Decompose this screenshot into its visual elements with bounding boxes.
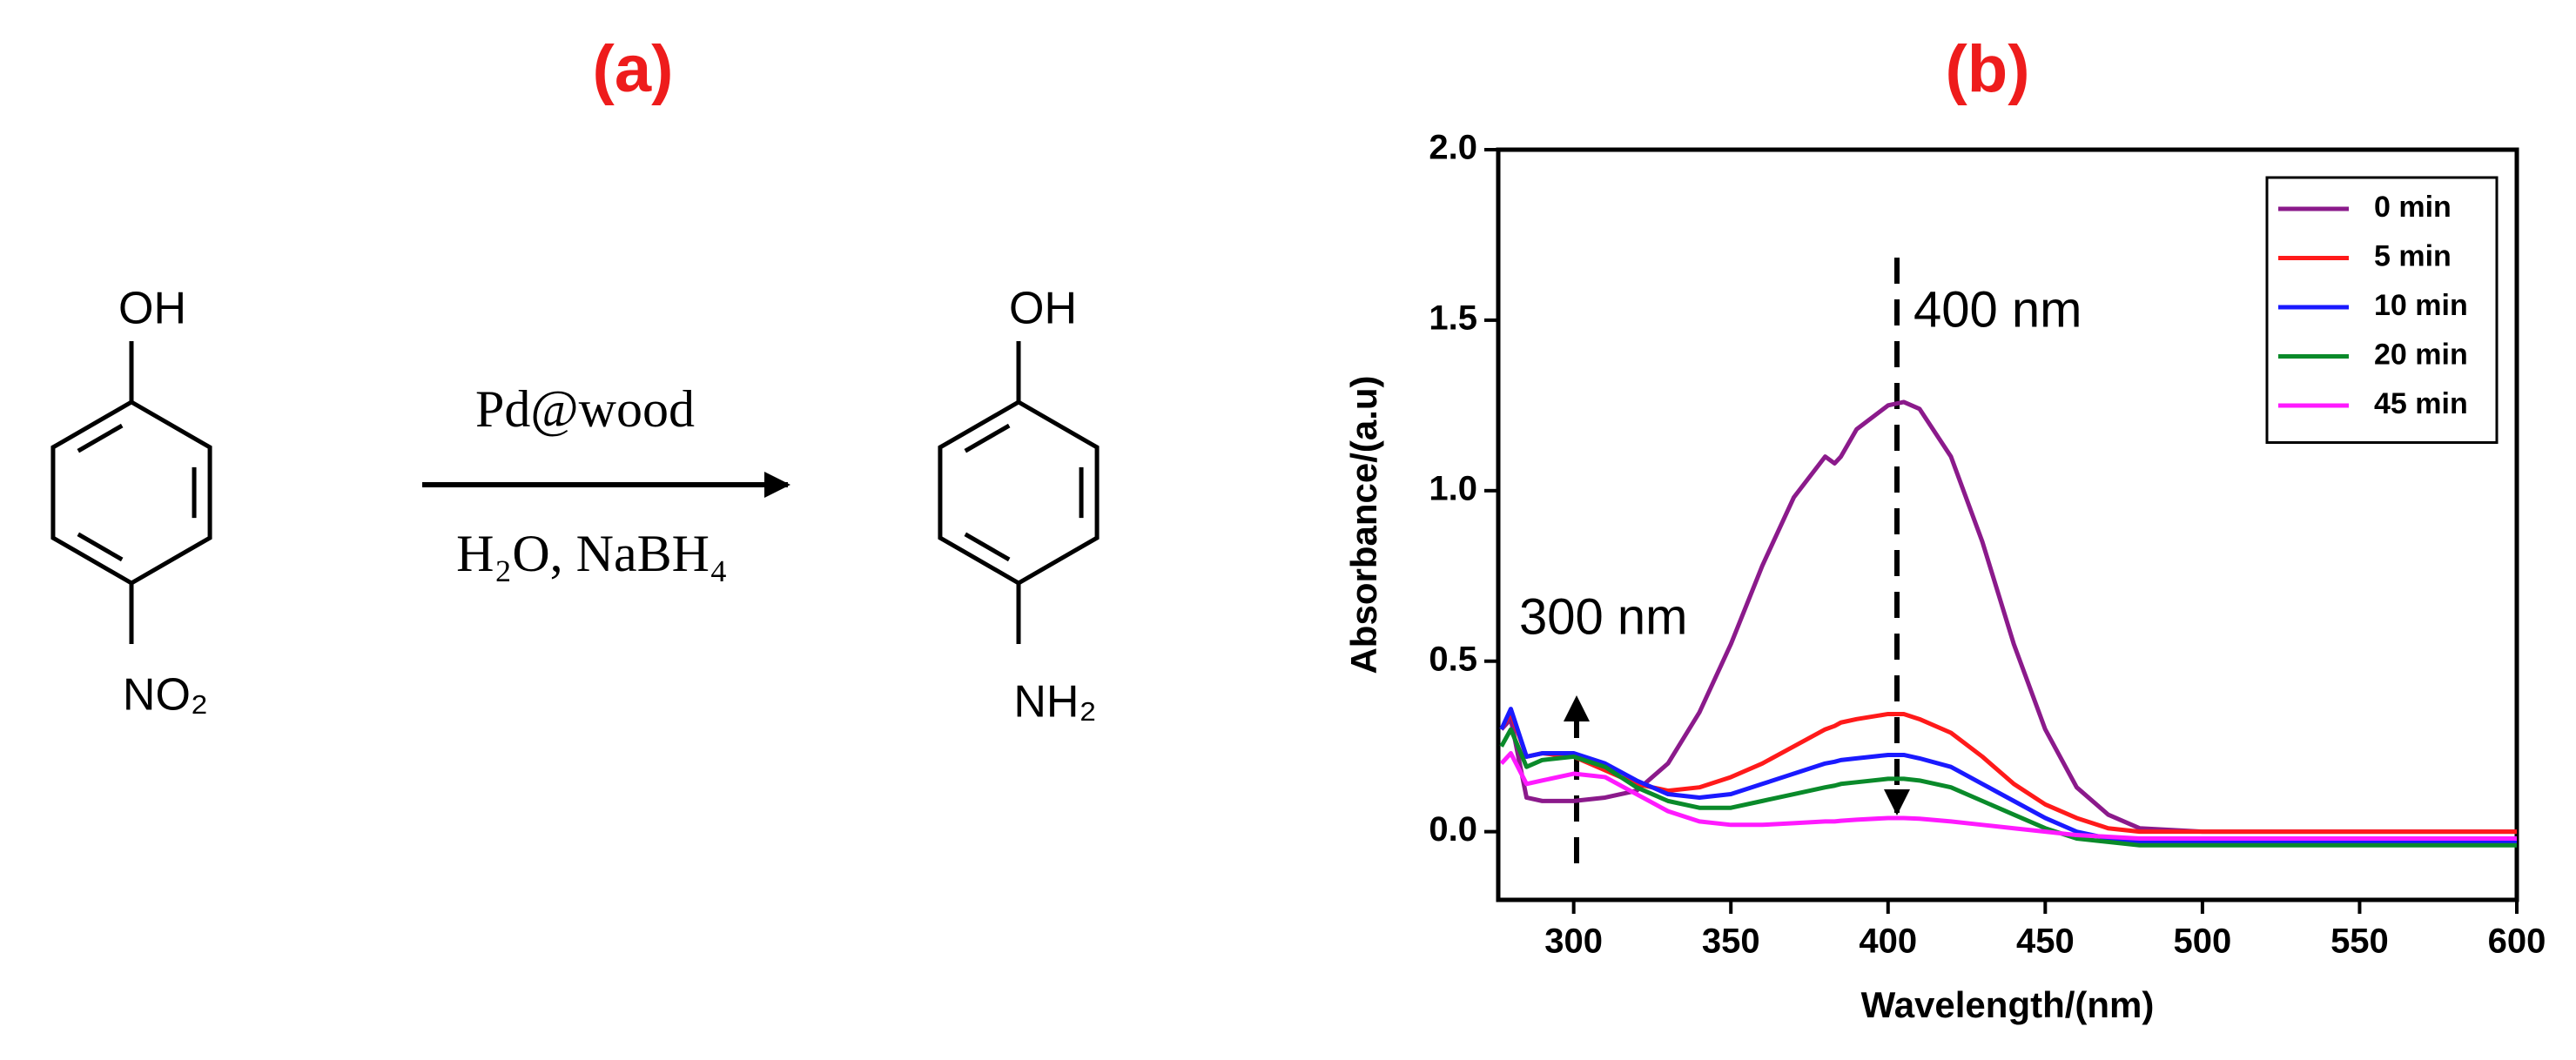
legend-label: 5 min [2374, 239, 2452, 272]
legend-label: 0 min [2374, 191, 2452, 224]
y-axis-label: Absorbance/(a.u) [1343, 375, 1384, 674]
x-tick-label: 550 [2331, 922, 2389, 961]
benzene-ring [50, 399, 212, 586]
reaction-scheme: (a) OH NO₂ Pd@wood H₂O, NaBH₄ OH NH₂ [50, 32, 1100, 728]
substituent: OH [118, 284, 186, 334]
legend-box [2265, 176, 2499, 444]
chart-title: (b) [1945, 32, 2029, 106]
substituent: NO₂ [123, 670, 208, 721]
x-axis-label: Wavelength/(nm) [1861, 984, 2155, 1025]
double-bond [77, 532, 124, 562]
x-tick-label: 400 [1859, 922, 1917, 961]
legend-label: 45 min [2374, 387, 2468, 420]
y-tick-label: 1.5 [1429, 299, 1477, 337]
x-tick-label: 500 [2174, 922, 2232, 961]
x-tick-label: 600 [2488, 922, 2546, 961]
legend-label: 10 min [2374, 289, 2468, 322]
annotation: 300 nm [1519, 588, 1687, 645]
x-tick-label: 350 [1702, 922, 1760, 961]
legend-label: 20 min [2374, 338, 2468, 371]
y-tick-label: 0.0 [1429, 810, 1477, 849]
reagent: H₂O, NaBH₄ [456, 525, 728, 582]
y-tick-label: 1.0 [1429, 469, 1477, 507]
chart: (b) Wavelength/(nm) Absorbance/(a.u) 400… [1343, 32, 2546, 1025]
double-bond [964, 423, 1011, 453]
double-bond [964, 532, 1011, 562]
benzene-ring [938, 399, 1100, 586]
substituent: NH₂ [1013, 677, 1096, 728]
panel-label: (a) [593, 32, 674, 106]
data-line [1499, 399, 2517, 835]
x-tick-label: 300 [1544, 922, 1603, 961]
reagent: Pd@wood [475, 380, 695, 438]
plot-frame [1496, 147, 2519, 902]
annotation: 400 nm [1914, 281, 2082, 338]
substituent: OH [1009, 284, 1077, 334]
data-line [1499, 727, 2517, 848]
y-tick-label: 2.0 [1429, 129, 1477, 167]
y-tick-label: 0.5 [1429, 640, 1477, 678]
data-line [1499, 751, 2517, 841]
x-tick-label: 450 [2016, 922, 2075, 961]
double-bond [77, 423, 124, 453]
